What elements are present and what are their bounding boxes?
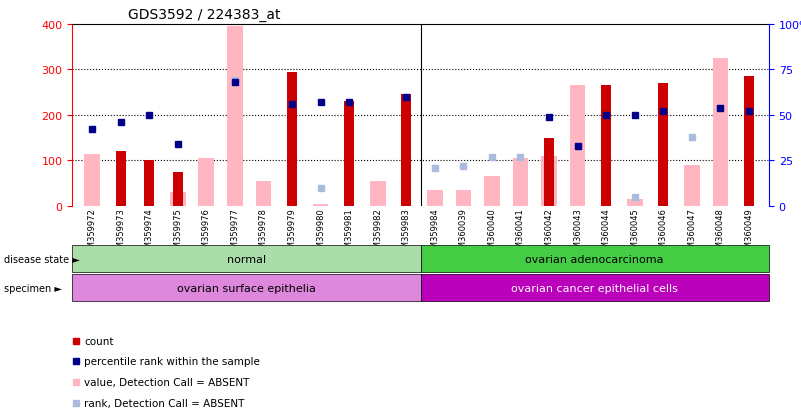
Bar (370, 182, 385, 206)
Text: ovarian cancer epithelial cells: ovarian cancer epithelial cells (511, 283, 678, 293)
Text: ovarian surface epithelia: ovarian surface epithelia (177, 283, 316, 293)
Text: GDS3592 / 224383_at: GDS3592 / 224383_at (128, 8, 280, 22)
Text: normal: normal (227, 254, 266, 264)
Bar (199, 159, 214, 206)
Bar (570, 86, 586, 206)
Bar (684, 166, 700, 206)
Bar (144, 161, 155, 206)
Bar (421, 246, 769, 273)
Bar (627, 200, 642, 206)
Bar (115, 152, 126, 206)
Bar (541, 157, 557, 206)
Bar (544, 138, 554, 206)
Bar (456, 191, 471, 206)
Bar (72, 275, 421, 301)
Bar (312, 204, 328, 206)
Bar (484, 177, 500, 206)
Bar (287, 73, 297, 206)
Bar (227, 27, 243, 206)
Text: disease state ►: disease state ► (4, 254, 80, 264)
Bar (256, 182, 272, 206)
Text: rank, Detection Call = ABSENT: rank, Detection Call = ABSENT (84, 398, 244, 408)
Text: percentile rank within the sample: percentile rank within the sample (84, 356, 260, 366)
Text: specimen ►: specimen ► (4, 283, 62, 293)
Bar (72, 246, 421, 273)
Bar (344, 102, 354, 206)
Bar (401, 95, 411, 206)
Text: count: count (84, 336, 114, 346)
Bar (744, 77, 754, 206)
Bar (427, 191, 443, 206)
Bar (170, 193, 186, 206)
Bar (513, 159, 529, 206)
Text: value, Detection Call = ABSENT: value, Detection Call = ABSENT (84, 377, 249, 387)
Bar (421, 275, 769, 301)
Bar (84, 154, 100, 206)
Bar (713, 59, 728, 206)
Text: ovarian adenocarcinoma: ovarian adenocarcinoma (525, 254, 664, 264)
Bar (658, 84, 668, 206)
Bar (173, 173, 183, 206)
Bar (602, 86, 611, 206)
